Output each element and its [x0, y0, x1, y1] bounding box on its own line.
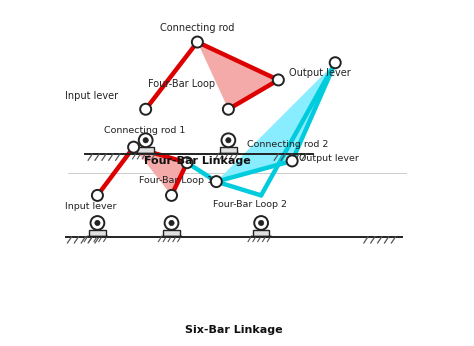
Circle shape: [287, 155, 298, 166]
Bar: [253, 230, 269, 236]
Circle shape: [192, 37, 203, 47]
Text: Connecting rod 2: Connecting rod 2: [247, 140, 328, 149]
Text: Input lever: Input lever: [65, 91, 118, 101]
Bar: [137, 147, 154, 153]
Circle shape: [164, 216, 178, 230]
Text: Output lever: Output lever: [299, 154, 359, 163]
Polygon shape: [197, 42, 278, 109]
Bar: [220, 147, 237, 153]
Text: Four-Bar Loop 1: Four-Bar Loop 1: [139, 176, 213, 185]
Circle shape: [258, 220, 264, 226]
Circle shape: [140, 104, 151, 115]
Circle shape: [254, 216, 268, 230]
Text: Four-Bar Loop: Four-Bar Loop: [148, 79, 215, 89]
Bar: [163, 230, 180, 236]
Polygon shape: [134, 147, 187, 195]
Circle shape: [169, 220, 174, 226]
Circle shape: [128, 142, 139, 153]
Circle shape: [139, 133, 153, 147]
Circle shape: [91, 216, 104, 230]
Circle shape: [211, 176, 222, 187]
Circle shape: [92, 190, 103, 201]
Circle shape: [166, 190, 177, 201]
Text: Four-Bar Loop 2: Four-Bar Loop 2: [213, 200, 287, 209]
Circle shape: [273, 74, 284, 85]
Text: Output lever: Output lever: [289, 68, 350, 78]
Polygon shape: [216, 63, 335, 182]
Text: Four-Bar Linkage: Four-Bar Linkage: [144, 156, 251, 166]
Text: Input lever: Input lever: [64, 202, 116, 211]
Text: Connecting rod: Connecting rod: [160, 24, 235, 34]
Circle shape: [223, 104, 234, 115]
Circle shape: [182, 157, 192, 168]
Circle shape: [143, 138, 148, 143]
Circle shape: [330, 57, 341, 68]
Bar: [89, 230, 106, 236]
Text: Six-Bar Linkage: Six-Bar Linkage: [185, 325, 283, 335]
Circle shape: [226, 138, 231, 143]
Circle shape: [221, 133, 235, 147]
Circle shape: [95, 220, 100, 226]
Text: Connecting rod 1: Connecting rod 1: [104, 126, 186, 135]
